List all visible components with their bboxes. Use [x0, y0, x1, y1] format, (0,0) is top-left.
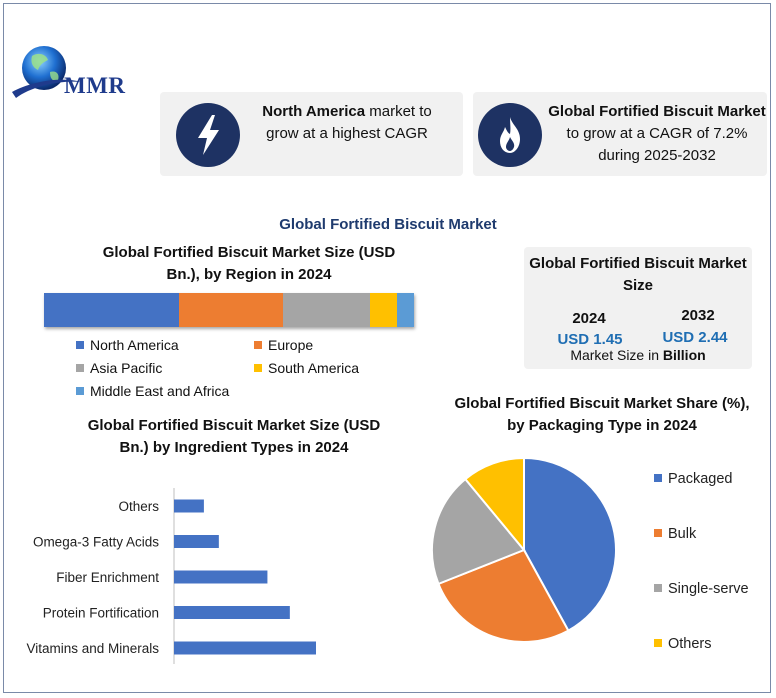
- region-legend-item: North America: [76, 337, 179, 353]
- ingredient-bar: [174, 606, 290, 619]
- ingredient-bar: [174, 641, 316, 655]
- region-bar-segment: [282, 293, 370, 327]
- packaging-pie-chart: Packaged Bulk Single-serve Others: [431, 456, 749, 652]
- region-bar-segment: [369, 293, 398, 327]
- region-stacked-bar: [44, 293, 414, 327]
- mmr-globe-logo: [12, 46, 82, 98]
- region-legend-item: Europe: [254, 337, 313, 353]
- value-end: USD 2.44: [662, 329, 728, 346]
- pie-slice: [523, 456, 617, 632]
- legend-label: Middle East and Africa: [90, 383, 230, 399]
- ingredient-category-label: Others: [118, 499, 159, 514]
- market-size-card: Global Fortified Biscuit Market Size 202…: [524, 247, 752, 369]
- info-card-bold: Global Fortified Biscuit Market: [548, 103, 766, 120]
- market-size-unit: Market Size in Billion: [524, 347, 752, 363]
- ingredient-category-label: Vitamins and Minerals: [26, 641, 159, 656]
- pie-slice: [437, 548, 570, 643]
- pie-legend-swatch: [654, 474, 662, 482]
- pie-legend-swatch: [654, 529, 662, 537]
- info-card-cagr: Global Fortified Biscuit Market to grow …: [473, 92, 767, 176]
- legend-swatch: [254, 364, 262, 372]
- ingredient-category-label: Protein Fortification: [43, 606, 159, 621]
- pie-slice: [463, 456, 525, 553]
- info-card-bold: North America: [262, 103, 366, 120]
- ingredient-category-label: Fiber Enrichment: [56, 570, 159, 585]
- legend-swatch: [76, 364, 84, 372]
- market-size-title: Global Fortified Biscuit Market Size: [529, 255, 747, 294]
- pie-legend-label: Others: [668, 636, 712, 652]
- region-bar-segment: [179, 293, 283, 327]
- pie-slice: [431, 477, 526, 586]
- region-bar-segment: [397, 293, 414, 327]
- ingredient-bar: [174, 499, 204, 513]
- ingredient-bar: [174, 570, 268, 584]
- legend-label: Asia Pacific: [90, 360, 163, 376]
- main-title: Global Fortified Biscuit Market: [279, 216, 497, 233]
- region-bar-segment: [44, 293, 180, 327]
- brand-logo-text: MMR: [64, 73, 126, 98]
- info-card-north-america: North America market to grow at a highes…: [160, 92, 463, 176]
- region-legend-item: Asia Pacific: [76, 360, 162, 376]
- pie-legend-swatch: [654, 584, 662, 592]
- infographic-frame: [3, 3, 771, 693]
- region-legend-item: Middle East and Africa: [76, 383, 229, 399]
- unit-bold: Billion: [662, 347, 706, 363]
- pie-legend-label: Packaged: [668, 471, 733, 487]
- lightning-icon: [176, 103, 240, 167]
- region-chart-title: Global Fortified Biscuit Market Size (US…: [102, 244, 396, 283]
- year-start: 2024: [572, 310, 606, 327]
- pie-legend-label: Bulk: [668, 526, 697, 542]
- flame-icon: [478, 103, 542, 167]
- legend-label: Europe: [268, 337, 314, 353]
- legend-label: South America: [268, 360, 360, 376]
- info-card-text: Global Fortified Biscuit Market to grow …: [547, 101, 767, 167]
- year-end: 2032: [681, 307, 715, 324]
- legend-swatch: [76, 341, 84, 349]
- info-card-text: North America market to grow at a highes…: [248, 101, 446, 145]
- pie-legend-swatch: [654, 639, 662, 647]
- info-card-rest: to grow at a CAGR of 7.2% during 2025-20…: [566, 125, 748, 164]
- legend-label: North America: [90, 337, 179, 353]
- info-card-rest: market to grow at a highest CAGR: [266, 103, 432, 142]
- value-start: USD 1.45: [557, 331, 623, 348]
- legend-swatch: [254, 341, 262, 349]
- unit-prefix: Market Size in: [570, 347, 663, 363]
- region-legend-item: South America: [254, 360, 359, 376]
- pie-legend-label: Single-serve: [668, 581, 749, 597]
- ingredient-chart-title: Global Fortified Biscuit Market Size (US…: [87, 417, 381, 456]
- legend-swatch: [76, 387, 84, 395]
- ingredient-category-label: Omega-3 Fatty Acids: [33, 535, 159, 550]
- ingredient-bar-chart: Others Omega-3 Fatty Acids Fiber Enrichmen…: [26, 488, 316, 664]
- ingredient-bar: [174, 535, 219, 548]
- packaging-chart-title: Global Fortified Biscuit Market Share (%…: [454, 395, 750, 434]
